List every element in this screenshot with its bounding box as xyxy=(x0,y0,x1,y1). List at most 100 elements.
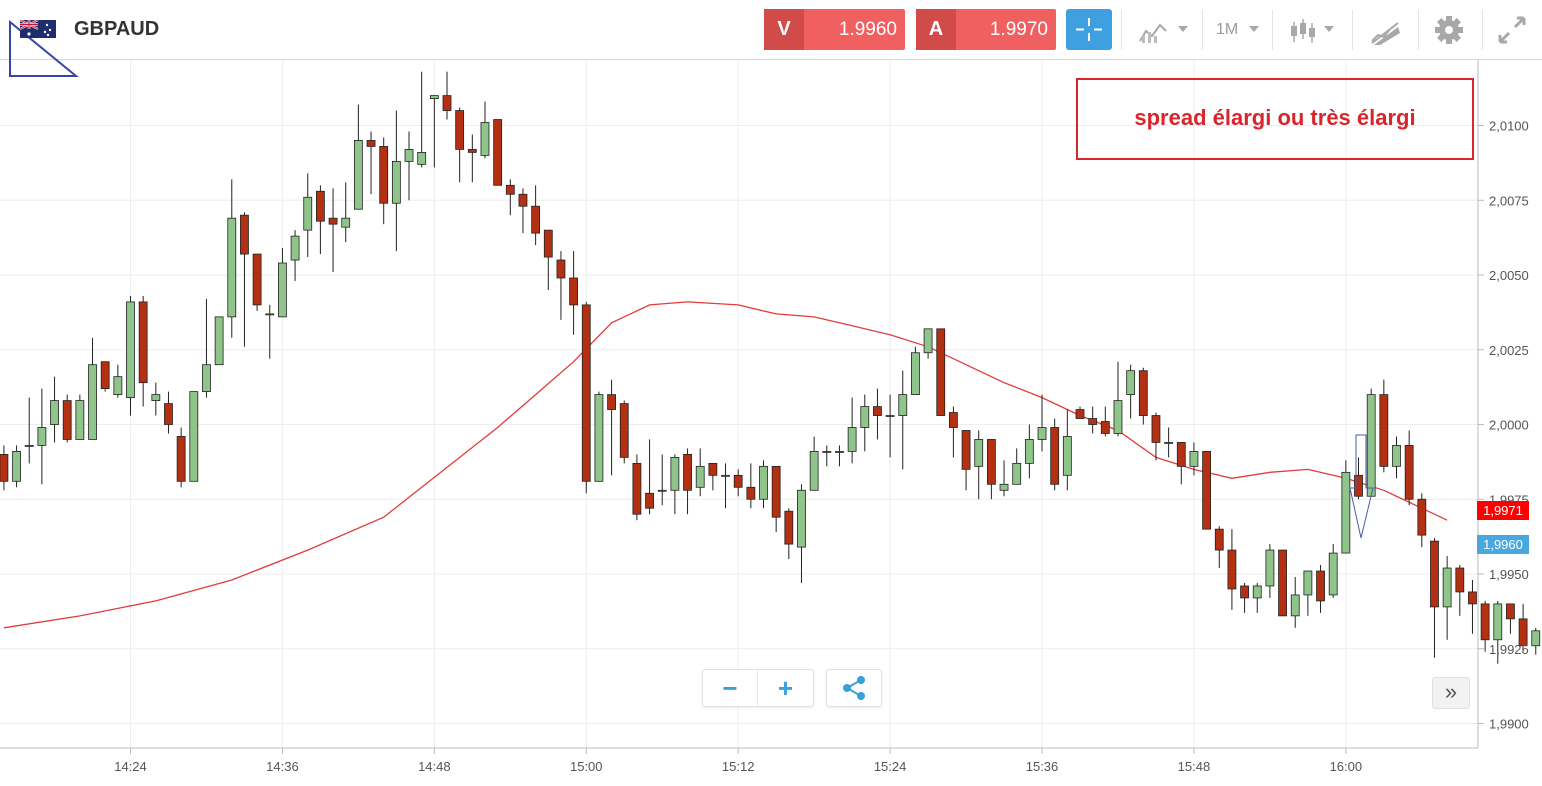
candlestick-type-icon xyxy=(1291,19,1334,43)
candle xyxy=(379,137,389,225)
zoom-out-button[interactable]: − xyxy=(703,670,758,706)
indicators-button[interactable] xyxy=(1136,9,1196,50)
candle-body xyxy=(1417,498,1427,536)
candle xyxy=(151,382,161,416)
candle-body xyxy=(797,489,806,548)
chart-grid xyxy=(0,60,1478,748)
candle xyxy=(505,179,515,216)
candle xyxy=(1240,582,1249,613)
candle xyxy=(417,71,427,168)
candle xyxy=(227,179,237,338)
fullscreen-button[interactable] xyxy=(1494,9,1530,50)
candle-body xyxy=(126,301,135,398)
instrument-symbol[interactable]: GBPAUD xyxy=(74,18,160,40)
candle xyxy=(1341,460,1351,554)
candle xyxy=(493,119,503,186)
candle-body xyxy=(252,253,262,306)
candle-body xyxy=(1442,567,1452,608)
candle-body xyxy=(1303,570,1313,596)
candle xyxy=(759,460,768,509)
candle-body xyxy=(88,364,97,440)
candle xyxy=(1468,579,1477,634)
candle-body xyxy=(974,439,984,467)
chart-toolbar: GBPAUD V 1.9960 A 1.9970 1M xyxy=(0,0,1542,77)
candle-body xyxy=(1518,618,1528,647)
candle-body xyxy=(24,445,34,447)
drawing-tools-button[interactable] xyxy=(1368,9,1404,50)
candle-body xyxy=(518,193,528,207)
candle xyxy=(341,182,351,243)
candle xyxy=(1354,457,1363,500)
candle-body xyxy=(1379,394,1389,467)
candle-body xyxy=(1113,400,1123,434)
candle-body xyxy=(265,313,275,316)
candle-body xyxy=(0,453,9,482)
candle xyxy=(1430,538,1439,658)
candle-body xyxy=(12,451,21,482)
candle-body xyxy=(847,427,857,452)
candle-body xyxy=(1012,462,1022,485)
scroll-right-button[interactable]: » xyxy=(1432,677,1470,709)
timeframe-button[interactable]: 1M xyxy=(1214,9,1264,50)
candle-body xyxy=(1024,439,1034,464)
crosshair-button[interactable] xyxy=(1066,9,1112,50)
candle-body xyxy=(214,316,224,366)
candle-body xyxy=(619,403,629,458)
candle xyxy=(771,465,781,533)
candle-body xyxy=(1341,471,1351,554)
candle-body xyxy=(1037,427,1047,440)
candle-body xyxy=(75,400,85,440)
buy-price: 1.9970 xyxy=(989,19,1048,40)
candle-body xyxy=(759,465,768,500)
candle xyxy=(429,95,439,168)
candle xyxy=(1062,409,1072,491)
y-tick-label: 2,0000 xyxy=(1489,418,1529,433)
candle xyxy=(1506,603,1515,634)
candle xyxy=(315,185,325,255)
candle xyxy=(670,454,680,515)
candle-body xyxy=(467,149,477,153)
candle xyxy=(1050,418,1060,491)
share-button[interactable] xyxy=(826,669,882,707)
settings-button[interactable] xyxy=(1432,9,1468,50)
candle xyxy=(1024,424,1034,479)
drawing-tools-icon xyxy=(1371,22,1400,45)
gear-icon xyxy=(1435,16,1463,44)
candle-body xyxy=(657,489,667,492)
candle xyxy=(873,388,882,440)
candle xyxy=(746,463,756,509)
candle xyxy=(860,394,870,452)
candle xyxy=(366,131,376,195)
candle-body xyxy=(404,149,414,162)
candle-body xyxy=(341,217,351,228)
candle xyxy=(75,394,85,440)
sell-button[interactable]: V 1.9960 xyxy=(764,9,905,50)
candle xyxy=(1328,544,1338,598)
candle-body xyxy=(581,304,591,482)
candle-body xyxy=(353,140,363,210)
candle xyxy=(569,251,578,335)
candle-body xyxy=(1075,409,1085,419)
candle xyxy=(202,298,211,398)
candle-body xyxy=(898,394,908,416)
candle xyxy=(733,469,743,497)
candle xyxy=(1480,600,1490,652)
candle xyxy=(923,328,933,359)
candle xyxy=(911,346,920,395)
chart-type-button[interactable] xyxy=(1288,9,1344,50)
candle-body xyxy=(493,119,503,186)
candle-body xyxy=(607,394,616,410)
candle-body xyxy=(50,400,59,425)
buy-label: A xyxy=(916,9,956,50)
zoom-in-button[interactable]: + xyxy=(777,673,794,703)
candle xyxy=(1316,565,1325,613)
candle-body xyxy=(1214,528,1224,551)
candle xyxy=(1037,394,1047,452)
candle-body xyxy=(1493,603,1503,641)
candle-body xyxy=(1392,445,1401,467)
candle xyxy=(974,430,984,500)
share-icon xyxy=(843,676,865,700)
candle-body xyxy=(771,465,781,518)
buy-button[interactable]: A 1.9970 xyxy=(916,9,1056,50)
